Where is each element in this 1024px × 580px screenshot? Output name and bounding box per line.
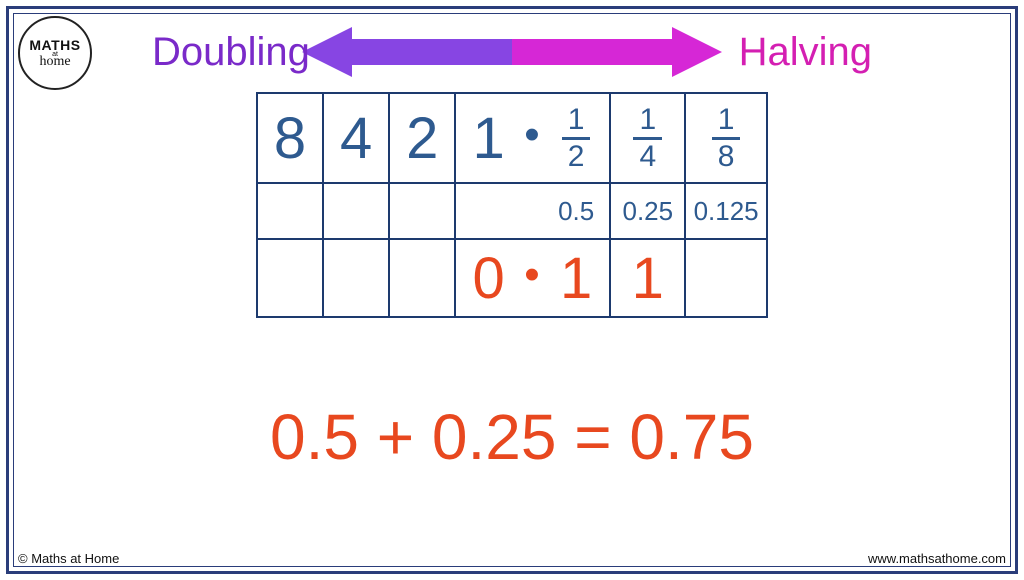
header-1: 1 xyxy=(455,93,521,183)
dec-1 xyxy=(455,183,521,239)
header-row: 8 4 2 1 • 12 14 18 xyxy=(257,93,767,183)
logo-line3: home xyxy=(39,54,70,70)
binary-row: 0 • 1 1 xyxy=(257,239,767,317)
dec-4 xyxy=(323,183,389,239)
doubling-halving-arrow: Doubling Halving xyxy=(162,22,862,82)
dec-eighth: 0.125 xyxy=(685,183,767,239)
dec-2 xyxy=(389,183,455,239)
footer-url: www.mathsathome.com xyxy=(868,551,1006,566)
bin-quarter: 1 xyxy=(610,239,685,317)
bin-1: 0 xyxy=(455,239,521,317)
place-value-table: 8 4 2 1 • 12 14 18 0.5 0.25 0.125 xyxy=(256,92,768,318)
dec-half: 0.5 xyxy=(543,183,610,239)
bin-8 xyxy=(257,239,323,317)
radix-point-binary: • xyxy=(524,250,539,299)
bin-eighth xyxy=(685,239,767,317)
radix-point-header: • xyxy=(524,110,539,159)
halving-label: Halving xyxy=(739,30,872,75)
decimal-row: 0.5 0.25 0.125 xyxy=(257,183,767,239)
dec-quarter: 0.25 xyxy=(610,183,685,239)
logo-badge: MATHS at home xyxy=(18,16,92,90)
header-half: 12 xyxy=(543,93,610,183)
bin-2 xyxy=(389,239,455,317)
header-8: 8 xyxy=(257,93,323,183)
header-quarter: 14 xyxy=(610,93,685,183)
bin-half: 1 xyxy=(543,239,610,317)
double-arrow-icon xyxy=(302,25,722,79)
header-eighth: 18 xyxy=(685,93,767,183)
dec-8 xyxy=(257,183,323,239)
copyright-text: © Maths at Home xyxy=(18,551,119,566)
doubling-label: Doubling xyxy=(152,30,310,75)
dec-dot xyxy=(521,183,543,239)
header-4: 4 xyxy=(323,93,389,183)
equation-text: 0.5 + 0.25 = 0.75 xyxy=(0,400,1024,474)
bin-4 xyxy=(323,239,389,317)
header-2: 2 xyxy=(389,93,455,183)
